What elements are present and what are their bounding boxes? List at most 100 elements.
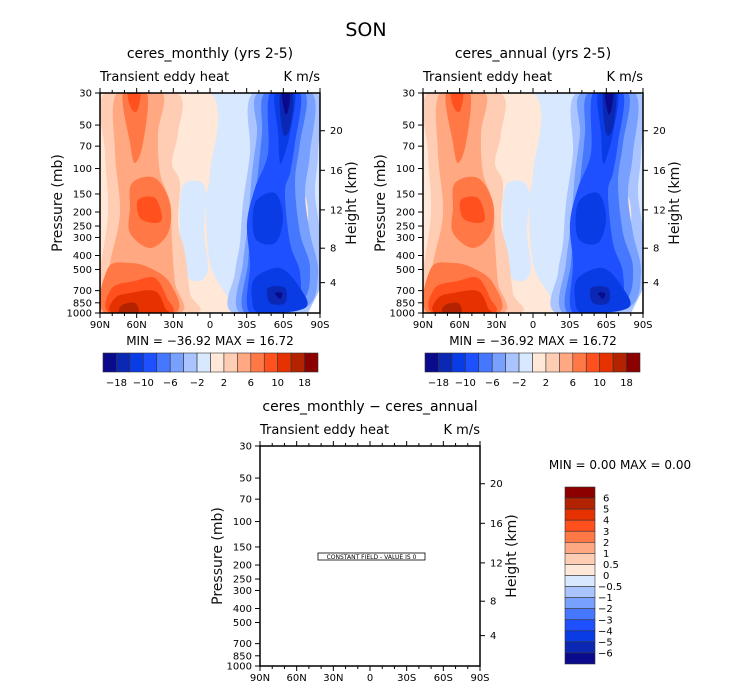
colorbar-label: −2 (598, 604, 613, 615)
colorbar-box (223, 352, 238, 373)
contour-fill-level-7 (502, 180, 532, 282)
colorbar-box (564, 508, 596, 521)
y-tick-label: 100 (396, 164, 415, 175)
contour-field (423, 93, 643, 313)
contour-fill-level-14 (118, 302, 139, 313)
colorbar-box (564, 542, 596, 554)
y-right-tick-label: 12 (653, 205, 666, 216)
colorbar-box (564, 641, 596, 654)
contour-fill-level-14 (441, 302, 462, 313)
y-tick-label: 300 (396, 233, 415, 244)
contour-fill-level-0 (281, 93, 291, 115)
y-right-tick-label: 20 (330, 126, 343, 137)
y-tick-label: 400 (233, 604, 252, 615)
x-tick-label: 90S (470, 673, 489, 684)
left-string: Transient eddy heat (259, 423, 389, 438)
y-right-tick-label: 12 (490, 558, 503, 569)
contour-fill-level-0 (597, 292, 606, 299)
y-tick-label: 70 (402, 142, 415, 153)
colorbar-label: 3 (603, 527, 609, 538)
colorbar-box (478, 352, 493, 373)
colorbar-box (143, 352, 158, 373)
x-tick-label: 30S (237, 320, 256, 331)
y-right-tick-label: 16 (330, 166, 343, 177)
colorbar-box (277, 352, 292, 373)
y-right-tick-label: 8 (490, 597, 496, 608)
colorbar-label: −1 (598, 593, 613, 604)
colorbar-box (626, 352, 641, 373)
x-tick-label: 60N (127, 320, 147, 331)
y-axis-label: Pressure (mb) (210, 507, 226, 605)
y-tick-label: 30 (239, 442, 252, 453)
panel-title: ceres_monthly − ceres_annual (262, 399, 477, 415)
colorbar-box (564, 519, 596, 532)
colorbar-label: −2 (512, 378, 527, 389)
colorbar-box (564, 586, 596, 598)
x-tick-label: 30N (323, 673, 343, 684)
contour-field (100, 93, 320, 313)
colorbar-box (491, 352, 506, 373)
x-tick-label: 60N (287, 673, 307, 684)
colorbar-box (465, 352, 480, 373)
colorbar-box (564, 652, 596, 665)
constant-field-box (317, 552, 426, 561)
x-tick-label: 60S (274, 320, 293, 331)
colorbar-box (169, 352, 184, 373)
colorbar-label: −5 (598, 637, 613, 648)
y-tick-label: 400 (396, 251, 415, 262)
colorbar-box (532, 352, 547, 373)
y-tick-label: 200 (396, 208, 415, 219)
y-tick-label: 100 (233, 517, 252, 528)
colorbar-box (102, 352, 117, 373)
constant-field-note: CONSTANT FIELD - VALUE IS 0 (327, 554, 417, 561)
y-tick-label: 50 (239, 474, 252, 485)
panel-title: ceres_annual (yrs 2-5) (455, 46, 611, 62)
y-right-tick-label: 4 (653, 278, 659, 289)
colorbar-box (564, 608, 596, 621)
colorbar-box (572, 352, 587, 373)
y-tick-label: 500 (396, 265, 415, 276)
x-tick-label: 60S (597, 320, 616, 331)
x-tick-label: 90N (413, 320, 433, 331)
y-tick-label: 200 (233, 561, 252, 572)
y-right-tick-label: 20 (653, 126, 666, 137)
y-right-tick-label: 4 (490, 631, 496, 642)
colorbar-label: −6 (598, 648, 613, 659)
colorbar-label: 2 (603, 538, 609, 549)
y-tick-label: 850 (396, 298, 415, 309)
colorbar-box (424, 352, 439, 373)
contour-fill-level-2 (575, 192, 606, 245)
colorbar-box (505, 352, 520, 373)
colorbar-box (250, 352, 265, 373)
y-right-tick-label: 8 (653, 244, 659, 255)
figure-title: SON (345, 19, 386, 41)
y-tick-label: 150 (73, 189, 92, 200)
colorbar-label: 6 (603, 494, 609, 505)
colorbar-box (564, 530, 596, 543)
y-tick-label: 150 (233, 542, 252, 553)
y-right-axis-label: Height (km) (344, 161, 360, 244)
left-string: Transient eddy heat (99, 70, 229, 85)
colorbar-label: −10 (133, 378, 154, 389)
colorbar-box (438, 352, 453, 373)
y-tick-label: 400 (73, 251, 92, 262)
x-tick-label: 0 (207, 320, 213, 331)
y-tick-label: 850 (73, 298, 92, 309)
colorbar-box (237, 352, 252, 373)
colorbar-label: 1 (603, 549, 609, 560)
contour-fill-level-0 (274, 292, 283, 299)
y-tick-label: 300 (73, 233, 92, 244)
contour-fill-level-11 (445, 93, 472, 163)
x-tick-label: 90S (633, 320, 652, 331)
colorbar-label: 0 (603, 571, 609, 582)
colorbar-label: 5 (603, 505, 609, 516)
contour-fill-level-2 (252, 192, 283, 245)
y-axis-label: Pressure (mb) (50, 154, 66, 252)
contour-fill-level-7 (179, 180, 209, 282)
colorbar-box (210, 352, 225, 373)
x-tick-label: 0 (530, 320, 536, 331)
colorbar-label: −2 (190, 378, 205, 389)
colorbar-box (518, 352, 533, 373)
colorbar-box (263, 352, 278, 373)
